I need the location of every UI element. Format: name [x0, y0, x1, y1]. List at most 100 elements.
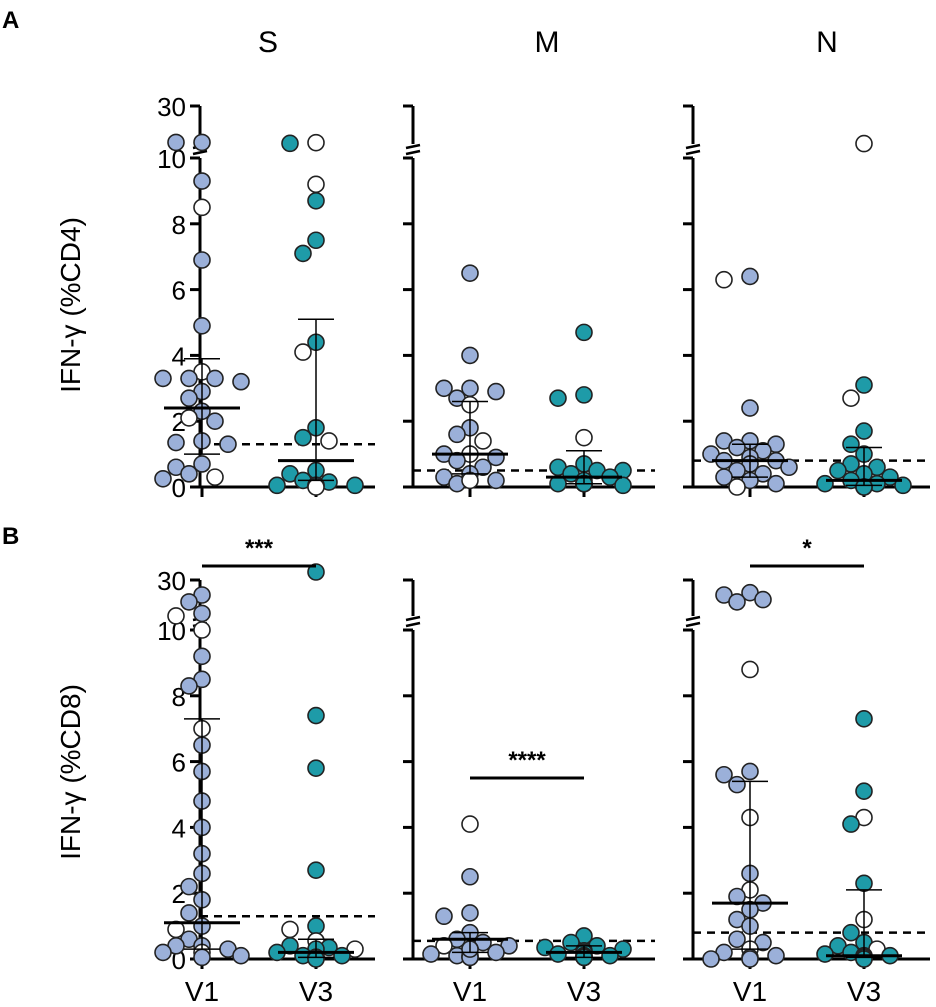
significance-label-pb-1: *** — [245, 535, 274, 562]
data-point-v1 — [167, 133, 185, 152]
data-point-v3 — [855, 422, 873, 440]
data-point-v1 — [219, 435, 237, 454]
data-point-v1 — [728, 930, 746, 949]
data-point-v3 — [842, 815, 860, 833]
x-tick-label-v3: V3 — [847, 976, 881, 1007]
data-point-v3 — [549, 389, 567, 407]
axis-break-mark-pb-2 — [405, 615, 421, 622]
data-point-v1 — [741, 267, 759, 286]
data-point-v1 — [193, 948, 211, 967]
data-point-v1 — [193, 455, 211, 473]
data-point-v3 — [346, 476, 364, 495]
data-point-v3 — [307, 478, 325, 496]
data-point-v1 — [180, 877, 198, 896]
data-point-v1 — [193, 172, 211, 190]
data-point-v3 — [307, 706, 325, 725]
panel-label-a: A — [2, 7, 19, 34]
data-point-v1 — [206, 369, 224, 388]
data-point-v1 — [461, 471, 479, 490]
data-point-v1 — [193, 133, 211, 152]
axis-break-mark-pa-2 — [405, 143, 421, 150]
y-axis-label-cd4: IFN-γ (%CD4) — [55, 217, 86, 393]
data-point-v1 — [767, 474, 785, 493]
data-point-v3 — [307, 861, 325, 879]
significance-label-pb-3: * — [802, 535, 812, 562]
data-point-v3 — [575, 323, 593, 342]
data-point-v1 — [754, 590, 772, 609]
data-point-v1 — [487, 382, 505, 401]
data-point-v3 — [842, 923, 860, 942]
data-point-v1 — [487, 471, 505, 490]
data-point-v1 — [435, 907, 453, 926]
subplot-title-m: M — [535, 26, 560, 59]
data-point-v3 — [307, 917, 325, 935]
data-point-v1 — [193, 647, 211, 666]
data-point-v1 — [206, 412, 224, 431]
data-point-v1 — [780, 458, 798, 477]
x-tick-label-v1: V1 — [185, 976, 219, 1007]
y-tick-label: 6 — [172, 276, 186, 306]
data-point-v3 — [855, 376, 873, 394]
data-point-v1 — [461, 346, 479, 365]
y-axis-label-cd8: IFN-γ (%CD8) — [55, 684, 86, 860]
data-point-v1 — [180, 593, 198, 611]
x-tick-label-v3: V3 — [299, 976, 333, 1007]
data-point-v3 — [307, 133, 325, 152]
data-point-v3 — [601, 946, 619, 965]
data-point-v3 — [281, 134, 299, 153]
data-point-v1 — [728, 775, 746, 794]
data-point-v3 — [575, 428, 593, 447]
data-point-v3 — [816, 945, 834, 963]
data-point-v3 — [549, 945, 567, 963]
data-point-v1 — [448, 425, 466, 444]
data-point-v1 — [206, 468, 224, 486]
x-tick-label-v1: V1 — [453, 976, 487, 1007]
y-tick-label: 4 — [172, 813, 186, 843]
data-point-v1 — [193, 198, 211, 217]
data-point-v3 — [307, 191, 325, 210]
data-point-v1 — [461, 264, 479, 282]
axis-break-mark-pa-2 — [405, 149, 421, 156]
data-point-v3 — [855, 134, 873, 153]
axis-break-mark-pa-1 — [192, 149, 208, 156]
y-tick-label-upper: 30 — [157, 566, 186, 596]
data-point-v3 — [829, 461, 847, 480]
data-point-v3 — [855, 710, 873, 728]
data-point-v3 — [307, 563, 325, 581]
data-point-v1 — [461, 867, 479, 886]
data-point-v3 — [842, 389, 860, 407]
panel-label-b: B — [2, 523, 19, 550]
data-point-v1 — [167, 433, 185, 452]
data-point-v1 — [487, 943, 505, 962]
data-point-v1 — [167, 607, 185, 625]
data-point-v3 — [307, 175, 325, 194]
data-point-v1 — [435, 379, 453, 398]
significance-label-pb-2: **** — [508, 747, 546, 774]
data-point-v1 — [180, 465, 198, 483]
data-point-v3 — [294, 343, 312, 361]
data-point-v1 — [180, 389, 198, 407]
data-point-v1 — [461, 815, 479, 833]
data-point-v1 — [741, 762, 759, 781]
y-tick-label-upper: 30 — [157, 92, 186, 122]
data-point-v1 — [193, 604, 211, 623]
data-point-v1 — [154, 469, 172, 488]
data-point-v1 — [474, 432, 492, 450]
data-point-v1 — [193, 316, 211, 335]
x-tick-label-v1: V1 — [733, 976, 767, 1007]
subplot-title-n: N — [816, 26, 838, 59]
data-point-v1 — [461, 904, 479, 922]
axis-break-mark-pa-3 — [685, 149, 701, 156]
data-point-v1 — [180, 904, 198, 922]
data-point-v1 — [702, 950, 720, 968]
data-point-v3 — [307, 759, 325, 777]
subplot-title-s: S — [258, 26, 278, 59]
y-tick-label: 0 — [172, 473, 186, 503]
data-point-v3 — [281, 920, 299, 939]
data-point-v3 — [614, 476, 632, 495]
data-point-v1 — [728, 478, 746, 496]
data-point-v3 — [307, 231, 325, 250]
y-tick-label: 8 — [172, 210, 186, 240]
data-point-v1 — [180, 409, 198, 427]
